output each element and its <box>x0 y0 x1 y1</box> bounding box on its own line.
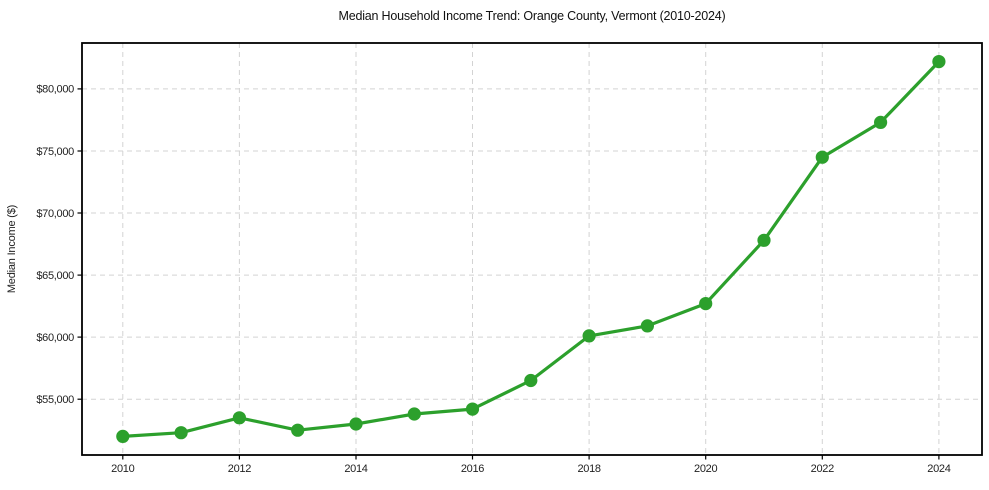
data-point <box>465 402 480 416</box>
y-tick-label: $55,000 <box>36 394 74 406</box>
data-point <box>349 417 363 431</box>
x-tick-label: 2020 <box>694 463 717 475</box>
chart-title: Median Household Income Trend: Orange Co… <box>338 9 725 23</box>
plot-area: 2010 2012 2014 2016 2018 2020 2022 2024 $55,000 $… <box>36 42 983 475</box>
data-point <box>699 297 713 311</box>
data-point <box>874 115 888 129</box>
data-point <box>291 423 305 437</box>
data-point <box>407 407 421 421</box>
x-tick-label: 2022 <box>811 463 834 475</box>
data-point <box>815 150 829 164</box>
x-tick-label: 2016 <box>461 463 484 475</box>
y-tick-label: $65,000 <box>36 270 74 282</box>
data-point <box>932 55 946 69</box>
y-tick-label: $60,000 <box>36 332 74 344</box>
data-point <box>174 426 188 440</box>
x-tick-label: 2012 <box>228 463 251 475</box>
y-tick-label: $70,000 <box>36 208 74 220</box>
data-point <box>640 319 655 333</box>
y-axis-label: Median Income ($) <box>6 205 18 293</box>
x-tick-label: 2018 <box>577 463 600 475</box>
data-point <box>524 373 538 388</box>
data-point <box>757 233 771 247</box>
data-point <box>232 411 246 425</box>
x-tick-label: 2024 <box>927 463 950 475</box>
x-tick-label: 2014 <box>344 463 367 475</box>
y-tick-label: $80,000 <box>36 84 74 96</box>
y-tick-label: $75,000 <box>36 146 74 158</box>
plot-frame <box>81 42 983 456</box>
data-point <box>582 329 596 343</box>
data-point <box>116 429 130 443</box>
x-tick-label: 2010 <box>111 463 134 475</box>
